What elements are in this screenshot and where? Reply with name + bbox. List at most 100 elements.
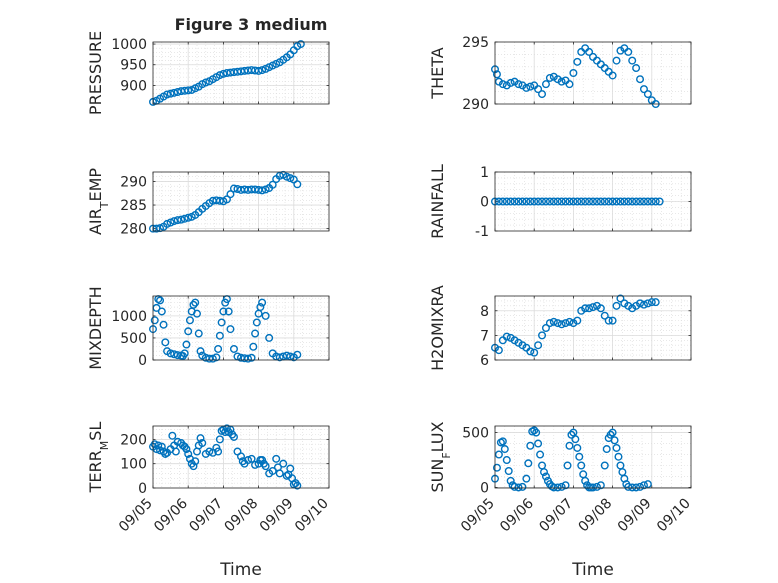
- y-axis-label-main: THETA: [428, 47, 447, 99]
- data-point: [494, 77, 503, 86]
- data-point: [557, 320, 566, 329]
- y-axis-label: H2OMIXRA: [428, 285, 447, 371]
- data-point: [514, 80, 523, 89]
- data-point: [569, 68, 578, 77]
- data-point: [636, 299, 645, 308]
- y-tick-label: 500: [120, 331, 147, 347]
- data-point: [530, 426, 539, 435]
- data-point: [518, 197, 527, 206]
- y-tick-label: 0: [138, 353, 147, 369]
- data-point: [150, 316, 159, 325]
- data-point: [182, 340, 191, 349]
- data-point: [293, 481, 302, 490]
- x-tick-label: 09/07: [186, 496, 226, 536]
- data-point: [282, 351, 291, 360]
- y-axis-label-subscript: F: [440, 452, 453, 458]
- data-point: [171, 447, 180, 456]
- y-axis-label-main: MIXDEPTH: [86, 286, 105, 369]
- data-point: [229, 432, 238, 441]
- data-point: [215, 331, 224, 340]
- data-point: [256, 303, 265, 312]
- data-point: [293, 350, 302, 359]
- data-point: [247, 353, 256, 362]
- data-point: [608, 197, 617, 206]
- x-axis-label: Time: [571, 560, 614, 580]
- data-point: [569, 319, 578, 328]
- y-axis-label: TERRMSL: [86, 422, 111, 494]
- data-point: [616, 294, 625, 303]
- data-point: [549, 197, 558, 206]
- data-point: [632, 301, 641, 310]
- y-tick-label: 280: [120, 222, 147, 238]
- data-point: [592, 197, 601, 206]
- data-point: [258, 66, 267, 75]
- data-point: [624, 301, 633, 310]
- data-point: [498, 437, 507, 446]
- data-point: [571, 435, 580, 444]
- data-point: [184, 449, 193, 458]
- data-point: [577, 306, 586, 315]
- x-tick-label: 09/06: [497, 495, 537, 535]
- data-point: [244, 456, 253, 465]
- data-point: [600, 311, 609, 320]
- data-point: [522, 197, 531, 206]
- x-tick-label: 09/06: [151, 495, 191, 535]
- data-point: [573, 57, 582, 66]
- data-point: [534, 85, 543, 94]
- data-point: [636, 482, 645, 491]
- data-point: [614, 452, 623, 461]
- data-point: [196, 434, 205, 443]
- data-point: [494, 450, 503, 459]
- data-point: [610, 436, 619, 445]
- x-tick-label: 09/10: [292, 496, 332, 536]
- data-point: [184, 327, 193, 336]
- data-point: [589, 197, 598, 206]
- data-point: [530, 348, 539, 357]
- data-point: [530, 197, 539, 206]
- y-tick-label: 1: [480, 165, 489, 181]
- data-point: [159, 320, 168, 329]
- data-point: [180, 214, 189, 223]
- data-point: [198, 439, 207, 448]
- x-tick-label: 09/10: [654, 496, 694, 536]
- data-point: [510, 482, 519, 491]
- data-point: [628, 483, 637, 492]
- x-tick-label: 09/07: [536, 496, 576, 536]
- data-point: [194, 329, 203, 338]
- data-point: [522, 474, 531, 483]
- data-point: [585, 47, 594, 56]
- data-point: [557, 197, 566, 206]
- data-point: [514, 483, 523, 492]
- data-point: [600, 197, 609, 206]
- data-point: [180, 349, 189, 358]
- data-point: [581, 197, 590, 206]
- data-point: [563, 461, 572, 470]
- data-point: [596, 481, 605, 490]
- data-point: [541, 197, 550, 206]
- y-tick-label: 200: [120, 432, 147, 448]
- data-point: [565, 317, 574, 326]
- data-point: [608, 316, 617, 325]
- data-point: [639, 300, 648, 309]
- axes-box: [152, 41, 330, 105]
- y-tick-label: 0: [138, 481, 147, 497]
- data-point: [628, 197, 637, 206]
- data-point: [643, 299, 652, 308]
- data-point: [201, 78, 210, 87]
- y-tick-label: 8: [480, 304, 489, 320]
- data-point: [600, 461, 609, 470]
- y-tick-label: 0: [480, 480, 489, 496]
- data-point: [184, 86, 193, 95]
- data-point: [189, 462, 198, 471]
- data-point: [538, 90, 547, 99]
- data-point: [569, 197, 578, 206]
- data-point: [639, 197, 648, 206]
- data-point: [265, 333, 274, 342]
- data-point: [545, 73, 554, 82]
- y-tick-label: -1: [475, 224, 489, 240]
- axes-box: [152, 171, 330, 232]
- data-point: [229, 344, 238, 353]
- data-point: [639, 85, 648, 94]
- y-axis-label-main: PRESSURE: [86, 31, 105, 115]
